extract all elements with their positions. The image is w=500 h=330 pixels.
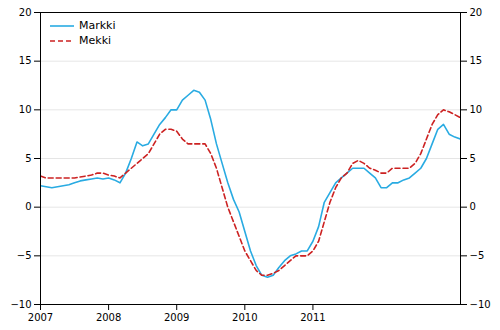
svg-text:−10: −10 xyxy=(10,299,31,310)
svg-text:0: 0 xyxy=(470,201,476,212)
svg-text:20: 20 xyxy=(470,7,483,18)
html-text:Markki: Markki xyxy=(79,19,116,32)
svg-text:2009: 2009 xyxy=(164,312,189,323)
svg-text:15: 15 xyxy=(19,55,32,66)
svg-text:2007: 2007 xyxy=(28,312,53,323)
svg-text:−5: −5 xyxy=(470,250,485,261)
svg-text:2010: 2010 xyxy=(232,312,257,323)
svg-text:−5: −5 xyxy=(17,250,32,261)
svg-text:5: 5 xyxy=(470,153,476,164)
svg-text:10: 10 xyxy=(19,104,32,115)
svg-text:2008: 2008 xyxy=(96,312,121,323)
svg-text:15: 15 xyxy=(470,55,483,66)
svg-text:−10: −10 xyxy=(470,299,491,310)
svg-text:0: 0 xyxy=(25,201,31,212)
svg-text:5: 5 xyxy=(25,153,31,164)
svg-text:2011: 2011 xyxy=(300,312,325,323)
html-text:Mekki: Mekki xyxy=(79,34,112,47)
svg-text:10: 10 xyxy=(470,104,483,115)
svg-text:20: 20 xyxy=(19,7,32,18)
